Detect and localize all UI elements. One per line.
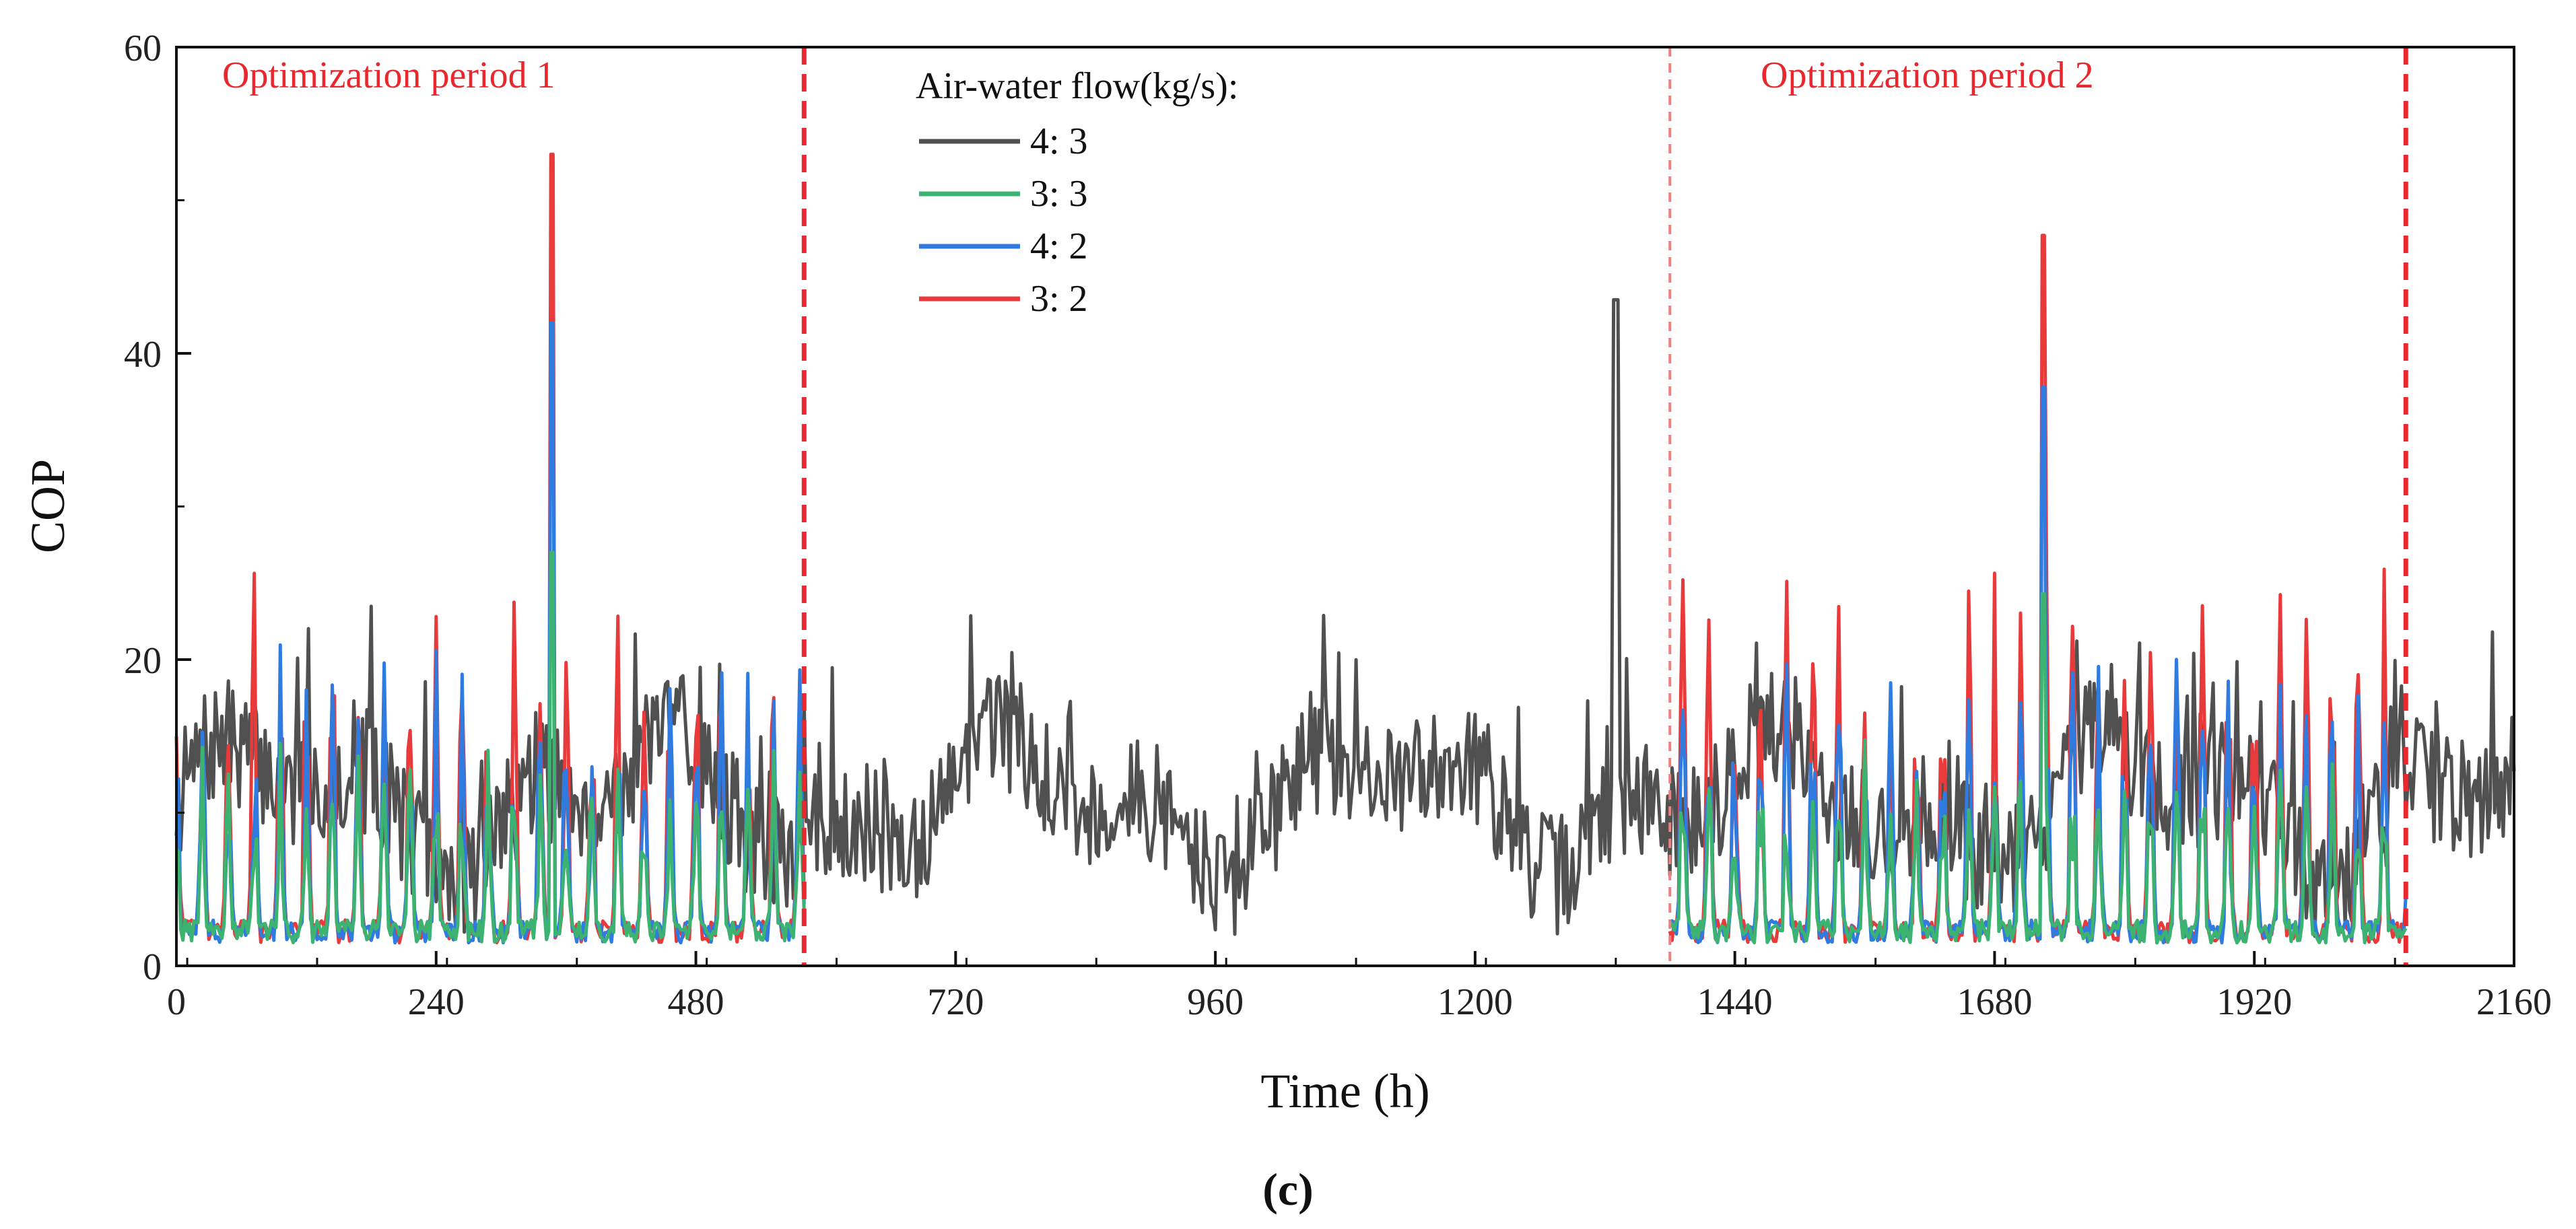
y-tick-label-0: 0 <box>143 946 162 988</box>
series-line-4-3 <box>174 297 2516 938</box>
y-tick-label-60: 60 <box>124 28 162 69</box>
annotation-optimization-period-1: Optimization period 1 <box>222 55 555 96</box>
x-tick-label-240: 240 <box>408 981 465 1023</box>
legend-title: Air-water flow(kg/s): <box>916 65 1238 107</box>
series-layer <box>174 152 2516 945</box>
x-tick-label-1920: 1920 <box>2216 981 2292 1023</box>
panel-label: (c) <box>1262 1164 1313 1215</box>
legend: Air-water flow(kg/s): 4: 3 3: 3 4: 2 3: … <box>916 65 1238 320</box>
annotation-optimization-period-2: Optimization period 2 <box>1761 55 2094 96</box>
legend-label-4-2: 4: 2 <box>1030 225 1088 267</box>
x-tick-label-1200: 1200 <box>1437 981 1513 1023</box>
x-tick-label-960: 960 <box>1187 981 1244 1023</box>
y-tick-label-20: 20 <box>124 640 162 682</box>
y-tick-label-40: 40 <box>124 334 162 376</box>
axis-layer: 0 240 480 720 960 1200 1440 1680 1920 2160 0 20 40 60 <box>124 28 2552 1023</box>
x-tick-label-1440: 1440 <box>1697 981 1773 1023</box>
series-line-3-3-segment-1 <box>174 551 806 944</box>
legend-label-3-2: 3: 2 <box>1030 278 1088 320</box>
x-tick-label-1680: 1680 <box>1957 981 2032 1023</box>
x-tick-label-2160: 2160 <box>2476 981 2552 1023</box>
legend-label-3-3: 3: 3 <box>1030 173 1088 215</box>
x-tick-label-0: 0 <box>167 981 186 1023</box>
period-marker-layer <box>801 47 2408 966</box>
x-tick-label-480: 480 <box>668 981 724 1023</box>
x-tick-label-720: 720 <box>927 981 984 1023</box>
x-axis-title: Time (h) <box>1260 1064 1429 1118</box>
y-axis-title: COP <box>21 459 75 553</box>
series-line-3-3-segment-2 <box>1668 592 2408 945</box>
legend-label-4-3: 4: 3 <box>1030 120 1088 162</box>
